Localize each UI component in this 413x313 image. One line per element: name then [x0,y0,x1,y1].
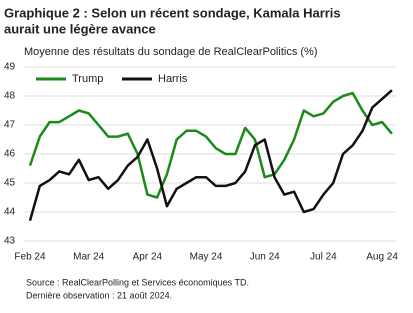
y-tick-label: 48 [4,91,16,102]
y-tick-label: 47 [4,120,16,131]
line-series [28,89,393,222]
legend-label: Harris [158,73,188,85]
chart-subtitle: Moyenne des résultats du sondage de Real… [24,46,318,58]
source: Dernière observation : 21 août 2024. [26,290,172,300]
x-tick-label: Mar 24 [73,252,105,263]
legend-label: Trump [72,73,103,85]
y-tick-label: 46 [4,149,16,160]
line-series [28,91,393,199]
chart-title: Graphique 2 : Selon un récent sondage, K… [4,5,341,20]
x-tick-label: Aug 24 [366,252,398,263]
x-tick-label: Jun 24 [250,252,280,263]
x-tick-label: Apr 24 [133,252,163,263]
x-tick-label: May 24 [190,252,223,263]
x-tick-label: Jul 24 [310,252,337,263]
y-tick-label: 45 [4,178,16,189]
chart-title: aurait une légère avance [4,21,156,36]
y-tick-label: 44 [4,207,16,218]
y-tick-label: 49 [4,62,16,73]
source: Source : RealClearPolling et Services éc… [26,277,249,287]
x-tick-label: Feb 24 [14,252,46,263]
y-tick-label: 43 [4,236,16,247]
